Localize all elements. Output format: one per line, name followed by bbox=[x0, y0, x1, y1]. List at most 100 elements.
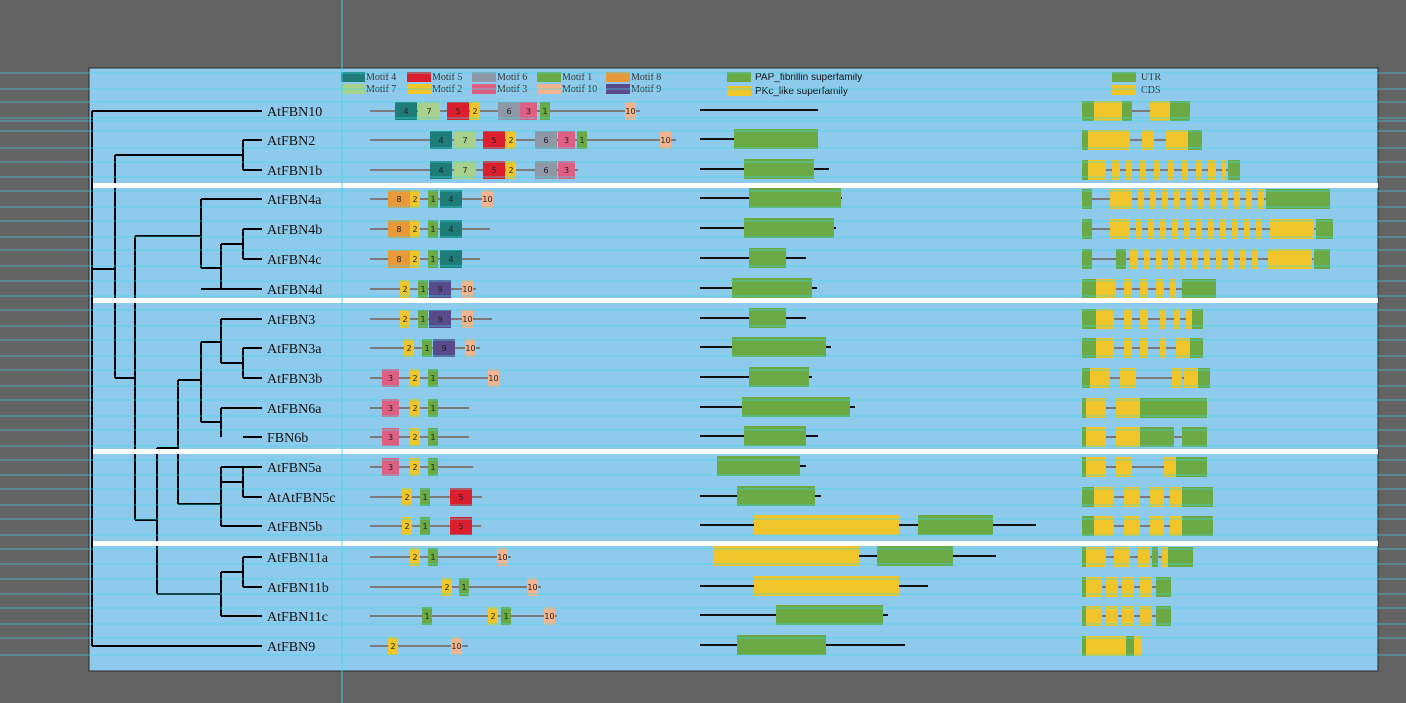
motif-number: 3 bbox=[388, 433, 393, 442]
motif-number: 10 bbox=[527, 583, 537, 592]
motif-box: 4 bbox=[395, 102, 417, 120]
pap-fibrillin-domain bbox=[744, 218, 834, 238]
cds-block bbox=[1168, 160, 1174, 180]
motif-7-rect bbox=[418, 102, 440, 120]
utr-block bbox=[1190, 338, 1203, 358]
motif-number: 2 bbox=[404, 522, 409, 531]
motif-box: 1 bbox=[418, 310, 428, 328]
motif-legend-label: Motif 4 bbox=[366, 72, 396, 83]
gene-name: AtAtFBN5c bbox=[267, 491, 335, 506]
motif-2-rect bbox=[400, 310, 410, 328]
separator-line bbox=[93, 298, 1378, 303]
utr-block bbox=[1082, 309, 1096, 329]
motif-2-rect bbox=[410, 190, 420, 208]
cds-block bbox=[1270, 219, 1314, 239]
motif-box: 2 bbox=[488, 607, 498, 625]
motif-box: 10 bbox=[462, 280, 473, 298]
motif-box: 1 bbox=[422, 339, 432, 357]
pap-fibrillin-domain bbox=[776, 605, 883, 625]
motif-box: 2 bbox=[410, 250, 420, 268]
motif-number: 3 bbox=[388, 404, 393, 413]
utr-block bbox=[1082, 577, 1086, 597]
utr-block bbox=[1316, 219, 1333, 239]
cds-block bbox=[1184, 368, 1198, 388]
motif-box: 1 bbox=[428, 369, 438, 387]
gene-name: AtFBN5a bbox=[267, 461, 322, 476]
cds-block bbox=[1110, 189, 1132, 209]
motif-number: 2 bbox=[406, 344, 411, 353]
motif-6-rect bbox=[498, 102, 520, 120]
motif-box: 7 bbox=[454, 131, 476, 149]
motif-box: 3 bbox=[520, 102, 537, 120]
motif-number: 4 bbox=[448, 255, 453, 264]
motif-legend-label: Motif 5 bbox=[432, 72, 462, 83]
motif-3-rect bbox=[382, 399, 399, 417]
cds-block bbox=[1140, 338, 1148, 358]
motif-number: 9 bbox=[437, 285, 442, 294]
motif-box: 1 bbox=[501, 607, 511, 625]
cds-block bbox=[1134, 636, 1141, 656]
utr-block bbox=[1140, 427, 1174, 447]
utr-block bbox=[1192, 309, 1203, 329]
motif-box: 1 bbox=[420, 488, 430, 506]
motif-5-rect bbox=[450, 517, 472, 535]
motif-number: 4 bbox=[438, 166, 443, 175]
cds-block bbox=[1094, 101, 1122, 121]
motif-1-rect bbox=[418, 310, 428, 328]
motif-number: 1 bbox=[422, 493, 427, 502]
pap-fibrillin-domain bbox=[737, 635, 826, 655]
motif-number: 1 bbox=[430, 553, 435, 562]
cds-block bbox=[1150, 101, 1170, 121]
motif-number: 1 bbox=[430, 463, 435, 472]
motif-box: 10 bbox=[451, 637, 462, 655]
pap-fibrillin-domain bbox=[734, 129, 818, 149]
motif-2-rect bbox=[400, 280, 410, 298]
motif-number: 7 bbox=[462, 166, 467, 175]
pap-fibrillin-domain bbox=[749, 188, 841, 208]
gene-name: AtFBN3 bbox=[267, 313, 315, 328]
motif-10-rect bbox=[544, 607, 555, 625]
motif-box: 2 bbox=[410, 369, 420, 387]
cds-block bbox=[1196, 219, 1202, 239]
structure-legend-swatch bbox=[1112, 72, 1136, 82]
cds-block bbox=[1086, 427, 1106, 447]
motif-2-rect bbox=[470, 102, 480, 120]
motif-legend-swatch bbox=[472, 72, 496, 82]
gene-row: AtFBN4c 8 2 1 4 bbox=[267, 248, 1330, 269]
gene-name: FBN6b bbox=[267, 431, 308, 446]
cds-block bbox=[1164, 457, 1176, 477]
motif-number: 3 bbox=[388, 374, 393, 383]
motif-box: 1 bbox=[428, 548, 438, 566]
motif-box: 8 bbox=[388, 250, 410, 268]
cds-block bbox=[1258, 189, 1264, 209]
utr-block bbox=[1182, 279, 1216, 299]
pap-fibrillin-domain bbox=[749, 248, 786, 268]
motif-1-rect bbox=[428, 190, 438, 208]
motif-number: 2 bbox=[412, 225, 417, 234]
motif-number: 10 bbox=[465, 344, 475, 353]
utr-block bbox=[1156, 606, 1171, 626]
cds-block bbox=[1140, 160, 1146, 180]
motif-number: 2 bbox=[412, 404, 417, 413]
utr-block bbox=[1140, 398, 1207, 418]
gene-row: AtFBN6a 3 2 1 bbox=[267, 397, 1207, 418]
motif-5-rect bbox=[450, 488, 472, 506]
motif-legend-swatch bbox=[341, 72, 365, 82]
phylogenetic-tree bbox=[91, 110, 262, 647]
utr-block bbox=[1082, 606, 1086, 626]
motif-number: 8 bbox=[396, 225, 401, 234]
motif-9-rect bbox=[429, 310, 451, 328]
motif-box: 10 bbox=[465, 339, 476, 357]
utr-block bbox=[1082, 101, 1094, 121]
motif-box: 4 bbox=[440, 190, 462, 208]
pap-fibrillin-domain bbox=[737, 486, 815, 506]
motif-number: 4 bbox=[448, 195, 453, 204]
motif-5-rect bbox=[483, 161, 505, 179]
cds-block bbox=[1090, 368, 1110, 388]
cds-block bbox=[1210, 189, 1216, 209]
cds-block bbox=[1114, 636, 1126, 656]
motif-8-rect bbox=[388, 190, 410, 208]
cds-block bbox=[1088, 130, 1130, 150]
motif-10-rect bbox=[488, 369, 499, 387]
gene-name: AtFBN11b bbox=[267, 581, 329, 596]
